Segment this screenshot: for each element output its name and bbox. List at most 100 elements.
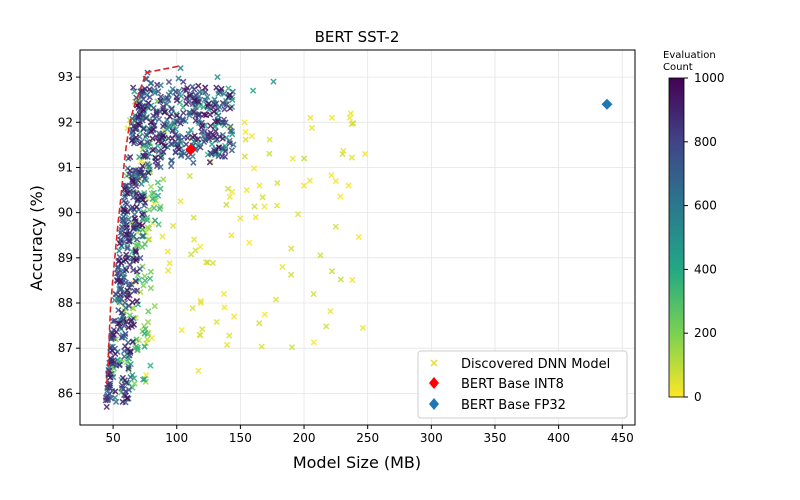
data-point	[306, 177, 313, 184]
data-point-stroke	[140, 152, 147, 159]
data-point-stroke	[132, 257, 140, 264]
data-point-stroke	[133, 190, 140, 197]
data-point	[121, 347, 128, 355]
data-point	[155, 138, 162, 145]
data-point	[118, 224, 126, 231]
data-point-stroke	[179, 149, 186, 156]
data-point-stroke	[121, 238, 128, 245]
data-point	[274, 179, 281, 187]
data-point	[143, 372, 150, 379]
data-point-stroke	[146, 163, 153, 170]
data-point-stroke	[216, 89, 223, 96]
data-point-stroke	[243, 186, 250, 194]
data-point	[153, 109, 160, 116]
data-point	[160, 148, 167, 156]
data-point-stroke	[140, 125, 147, 132]
data-point	[196, 88, 203, 96]
data-point	[153, 111, 160, 118]
data-point-stroke	[195, 98, 202, 105]
data-point	[123, 318, 130, 325]
data-point	[327, 308, 334, 315]
data-point-stroke	[165, 91, 172, 98]
data-point-stroke	[153, 162, 161, 170]
data-point	[150, 189, 157, 196]
data-point	[226, 332, 233, 339]
data-point	[141, 85, 148, 92]
data-point-stroke	[214, 73, 221, 81]
data-point-stroke	[180, 109, 187, 117]
data-point	[216, 133, 223, 140]
data-point	[219, 119, 226, 126]
data-point-stroke	[294, 211, 302, 218]
data-point	[362, 150, 369, 158]
data-point	[136, 153, 143, 161]
data-point	[114, 265, 122, 272]
data-point	[145, 169, 152, 176]
data-point-stroke	[119, 273, 127, 281]
data-point	[147, 268, 155, 275]
data-point-stroke	[289, 155, 296, 162]
data-point-stroke	[192, 117, 199, 124]
data-point-stroke	[123, 231, 130, 238]
data-point-stroke	[169, 135, 176, 142]
data-point	[197, 332, 204, 339]
data-point	[144, 217, 151, 224]
data-point-stroke	[175, 133, 183, 140]
data-point-stroke	[143, 115, 150, 122]
data-point	[146, 86, 153, 93]
data-point-stroke	[118, 309, 125, 316]
y-tick-label: 86	[58, 386, 73, 400]
data-point	[150, 204, 158, 212]
data-point-stroke	[139, 146, 146, 153]
data-point-stroke	[221, 153, 229, 160]
data-point-stroke	[130, 266, 137, 274]
data-point-stroke	[241, 119, 248, 126]
x-tick-label: 200	[293, 431, 316, 445]
colorbar-tick-label: 0	[694, 390, 702, 404]
data-point	[261, 203, 268, 210]
data-point	[147, 285, 155, 292]
y-axis-ticks: 86 87 88 89 90 91 92 93	[58, 70, 80, 400]
data-point	[142, 152, 149, 160]
data-point	[107, 374, 114, 381]
data-point	[328, 172, 335, 179]
data-point	[190, 108, 198, 116]
data-point	[161, 121, 168, 128]
data-point	[182, 141, 190, 148]
data-point	[144, 139, 151, 146]
data-point	[192, 117, 199, 124]
data-point-stroke	[144, 217, 151, 224]
legend-marker-fp32	[429, 398, 439, 410]
data-point-stroke	[187, 126, 194, 134]
data-point-stroke	[210, 108, 218, 115]
data-point	[132, 182, 140, 190]
data-point	[102, 397, 109, 404]
colorbar-tick-label: 800	[694, 135, 717, 149]
data-point-stroke	[150, 204, 158, 212]
data-point-stroke	[183, 100, 190, 108]
data-point-stroke	[164, 248, 171, 255]
colorbar-gradient	[668, 77, 685, 398]
data-point	[146, 206, 153, 213]
data-point	[130, 321, 138, 328]
data-point	[134, 120, 142, 128]
data-point	[112, 290, 119, 298]
data-point-stroke	[242, 128, 249, 136]
data-point	[130, 225, 137, 232]
grid-lines	[80, 50, 635, 425]
data-point-stroke	[115, 273, 122, 281]
bert-int8-marker	[185, 143, 197, 155]
data-point	[224, 185, 232, 192]
data-point	[205, 100, 212, 107]
data-point	[230, 313, 238, 320]
data-point-stroke	[128, 137, 135, 144]
data-point	[256, 320, 263, 327]
data-point-stroke	[169, 85, 176, 93]
data-point-stroke	[180, 78, 187, 85]
data-point-stroke	[199, 326, 206, 333]
data-point	[134, 196, 141, 203]
data-point-stroke	[125, 365, 132, 372]
data-point-stroke	[122, 343, 129, 350]
data-point-stroke	[221, 304, 228, 311]
data-point-stroke	[125, 324, 132, 331]
